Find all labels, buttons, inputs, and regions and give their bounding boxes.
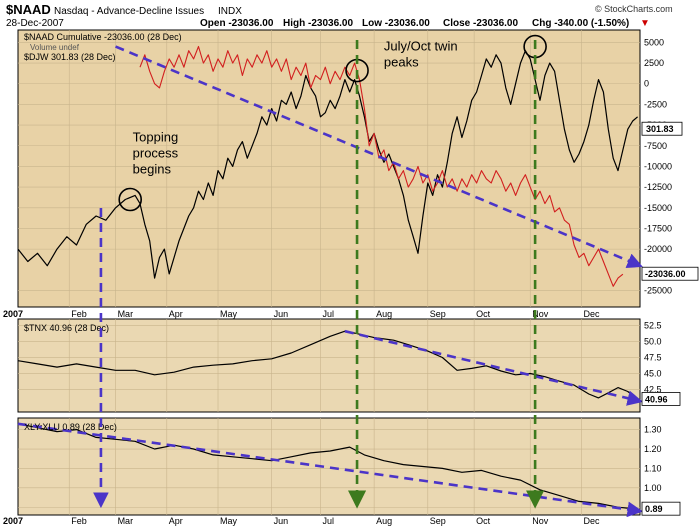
legend-volume: Volume undef [30, 43, 80, 52]
last-label-djw: 301.83 [646, 124, 674, 134]
legend-naad: $NAAD Cumulative -23036.00 (28 Dec) [24, 32, 182, 42]
header-symbol: $NAAD [6, 2, 51, 17]
panel-1-ytick-label: -2500 [644, 99, 667, 109]
panel-2-last-label: 40.96 [645, 394, 668, 404]
xaxis-month-label: May [220, 309, 238, 319]
xaxis-month-label: Aug [376, 309, 392, 319]
xaxis-month-label: Jun [274, 516, 289, 526]
panel-2-trend-arrow [344, 329, 644, 406]
header-chg-arrow: ▼ [640, 18, 650, 29]
panel-1-ytick-label: -25000 [644, 285, 672, 295]
xaxis-month-label: Sep [430, 309, 446, 319]
series-line-djw [139, 45, 624, 287]
panel-2-ytick-label: 45.0 [644, 369, 662, 379]
panel-3-ytick-label: 1.00 [644, 483, 662, 493]
annotation-1-line-2: process [133, 146, 179, 161]
panel-1-ytick-label: 2500 [644, 58, 664, 68]
annotation-1-line-3: begins [133, 162, 172, 177]
xaxis-month-label: Dec [583, 516, 600, 526]
annotation-2-line-1: July/Oct twin [384, 39, 458, 54]
panel-1-ytick-label: -15000 [644, 203, 672, 213]
header-close: Close -23036.00 [443, 18, 518, 29]
panel-2-ytick-label: 50.0 [644, 336, 662, 346]
header-copyright: © StockCharts.com [595, 4, 673, 14]
xaxis-month-label: Jul [322, 516, 334, 526]
panel-2-legend: $TNX 40.96 (28 Dec) [24, 323, 109, 333]
series-line-xlyxlu [17, 423, 638, 510]
xaxis-month-label: Mar [118, 516, 134, 526]
panel-3-ytick-label: 1.10 [644, 463, 662, 473]
last-label-naad-box [641, 266, 699, 281]
xaxis-month-label: Aug [376, 516, 392, 526]
panel-2-last-box [641, 392, 681, 406]
header-high: High -23036.00 [283, 18, 353, 29]
header-name: Nasdaq - Advance-Decline Issues [54, 6, 204, 17]
header-open: Open -23036.00 [200, 18, 274, 29]
panel-2-ytick-label: 42.5 [644, 385, 662, 395]
xaxis-year-label: 2007 [3, 309, 23, 319]
annotation-1-line-1: Topping [133, 130, 179, 145]
header-exchange: INDX [218, 6, 242, 17]
xaxis-month-label: Oct [476, 516, 491, 526]
panel-1-ytick-label: -17500 [644, 223, 672, 233]
header-chg: Chg -340.00 (-1.50%) [532, 18, 629, 29]
xaxis-month-label: Feb [71, 309, 87, 319]
highlight-circle-1 [118, 187, 143, 212]
panel-3-ytick-label: 1.20 [644, 444, 662, 454]
header-low: Low -23036.00 [362, 18, 430, 29]
xaxis-month-label: Mar [118, 309, 134, 319]
panel-1-ytick-label: -20000 [644, 244, 672, 254]
xaxis-month-label: Feb [71, 516, 87, 526]
panel-3-legend: XLY:XLU 0.89 (28 Dec) [24, 422, 117, 432]
panel-2-ytick-label: 47.5 [644, 352, 662, 362]
xaxis-month-label: Jun [274, 309, 289, 319]
last-label-naad: -23036.00 [645, 269, 686, 279]
xaxis-month-label: Dec [583, 309, 600, 319]
xaxis-month-label: May [220, 516, 238, 526]
xaxis-year-label: 2007 [3, 516, 23, 526]
last-label-djw-box [641, 121, 683, 136]
xaxis-month-label: Sep [430, 516, 446, 526]
panel-3-bg [17, 417, 641, 516]
xaxis-month-label: Nov [532, 309, 549, 319]
xaxis-month-label: Oct [476, 309, 491, 319]
legend-djw: $DJW 301.83 (28 Dec) [24, 52, 116, 62]
panel-1-trend-arrow [115, 45, 643, 269]
panel-1-ytick-label: 5000 [644, 37, 664, 47]
panel-1-ytick-label: -10000 [644, 161, 672, 171]
header-date: 28-Dec-2007 [6, 18, 64, 29]
xaxis-month-label: Jul [322, 309, 334, 319]
xaxis-month-label: Nov [532, 516, 549, 526]
panel-2-ytick-label: 52.5 [644, 320, 662, 330]
panel-3-last-box [641, 501, 681, 516]
panel-3-ytick-label: 1.30 [644, 425, 662, 435]
panel-3-last-label: 0.89 [645, 504, 663, 514]
chart-layer: 500025000-2500-5000-7500-10000-12500-150… [3, 29, 699, 526]
xaxis-month-label: Apr [169, 309, 183, 319]
annotation-2-line-2: peaks [384, 55, 419, 70]
xaxis-month-label: Apr [169, 516, 183, 526]
panel-2-bg [17, 318, 641, 413]
panel-1-ytick-label: 0 [644, 79, 649, 89]
panel-1-ytick-label: -7500 [644, 141, 667, 151]
panel-1-ytick-label: -12500 [644, 182, 672, 192]
